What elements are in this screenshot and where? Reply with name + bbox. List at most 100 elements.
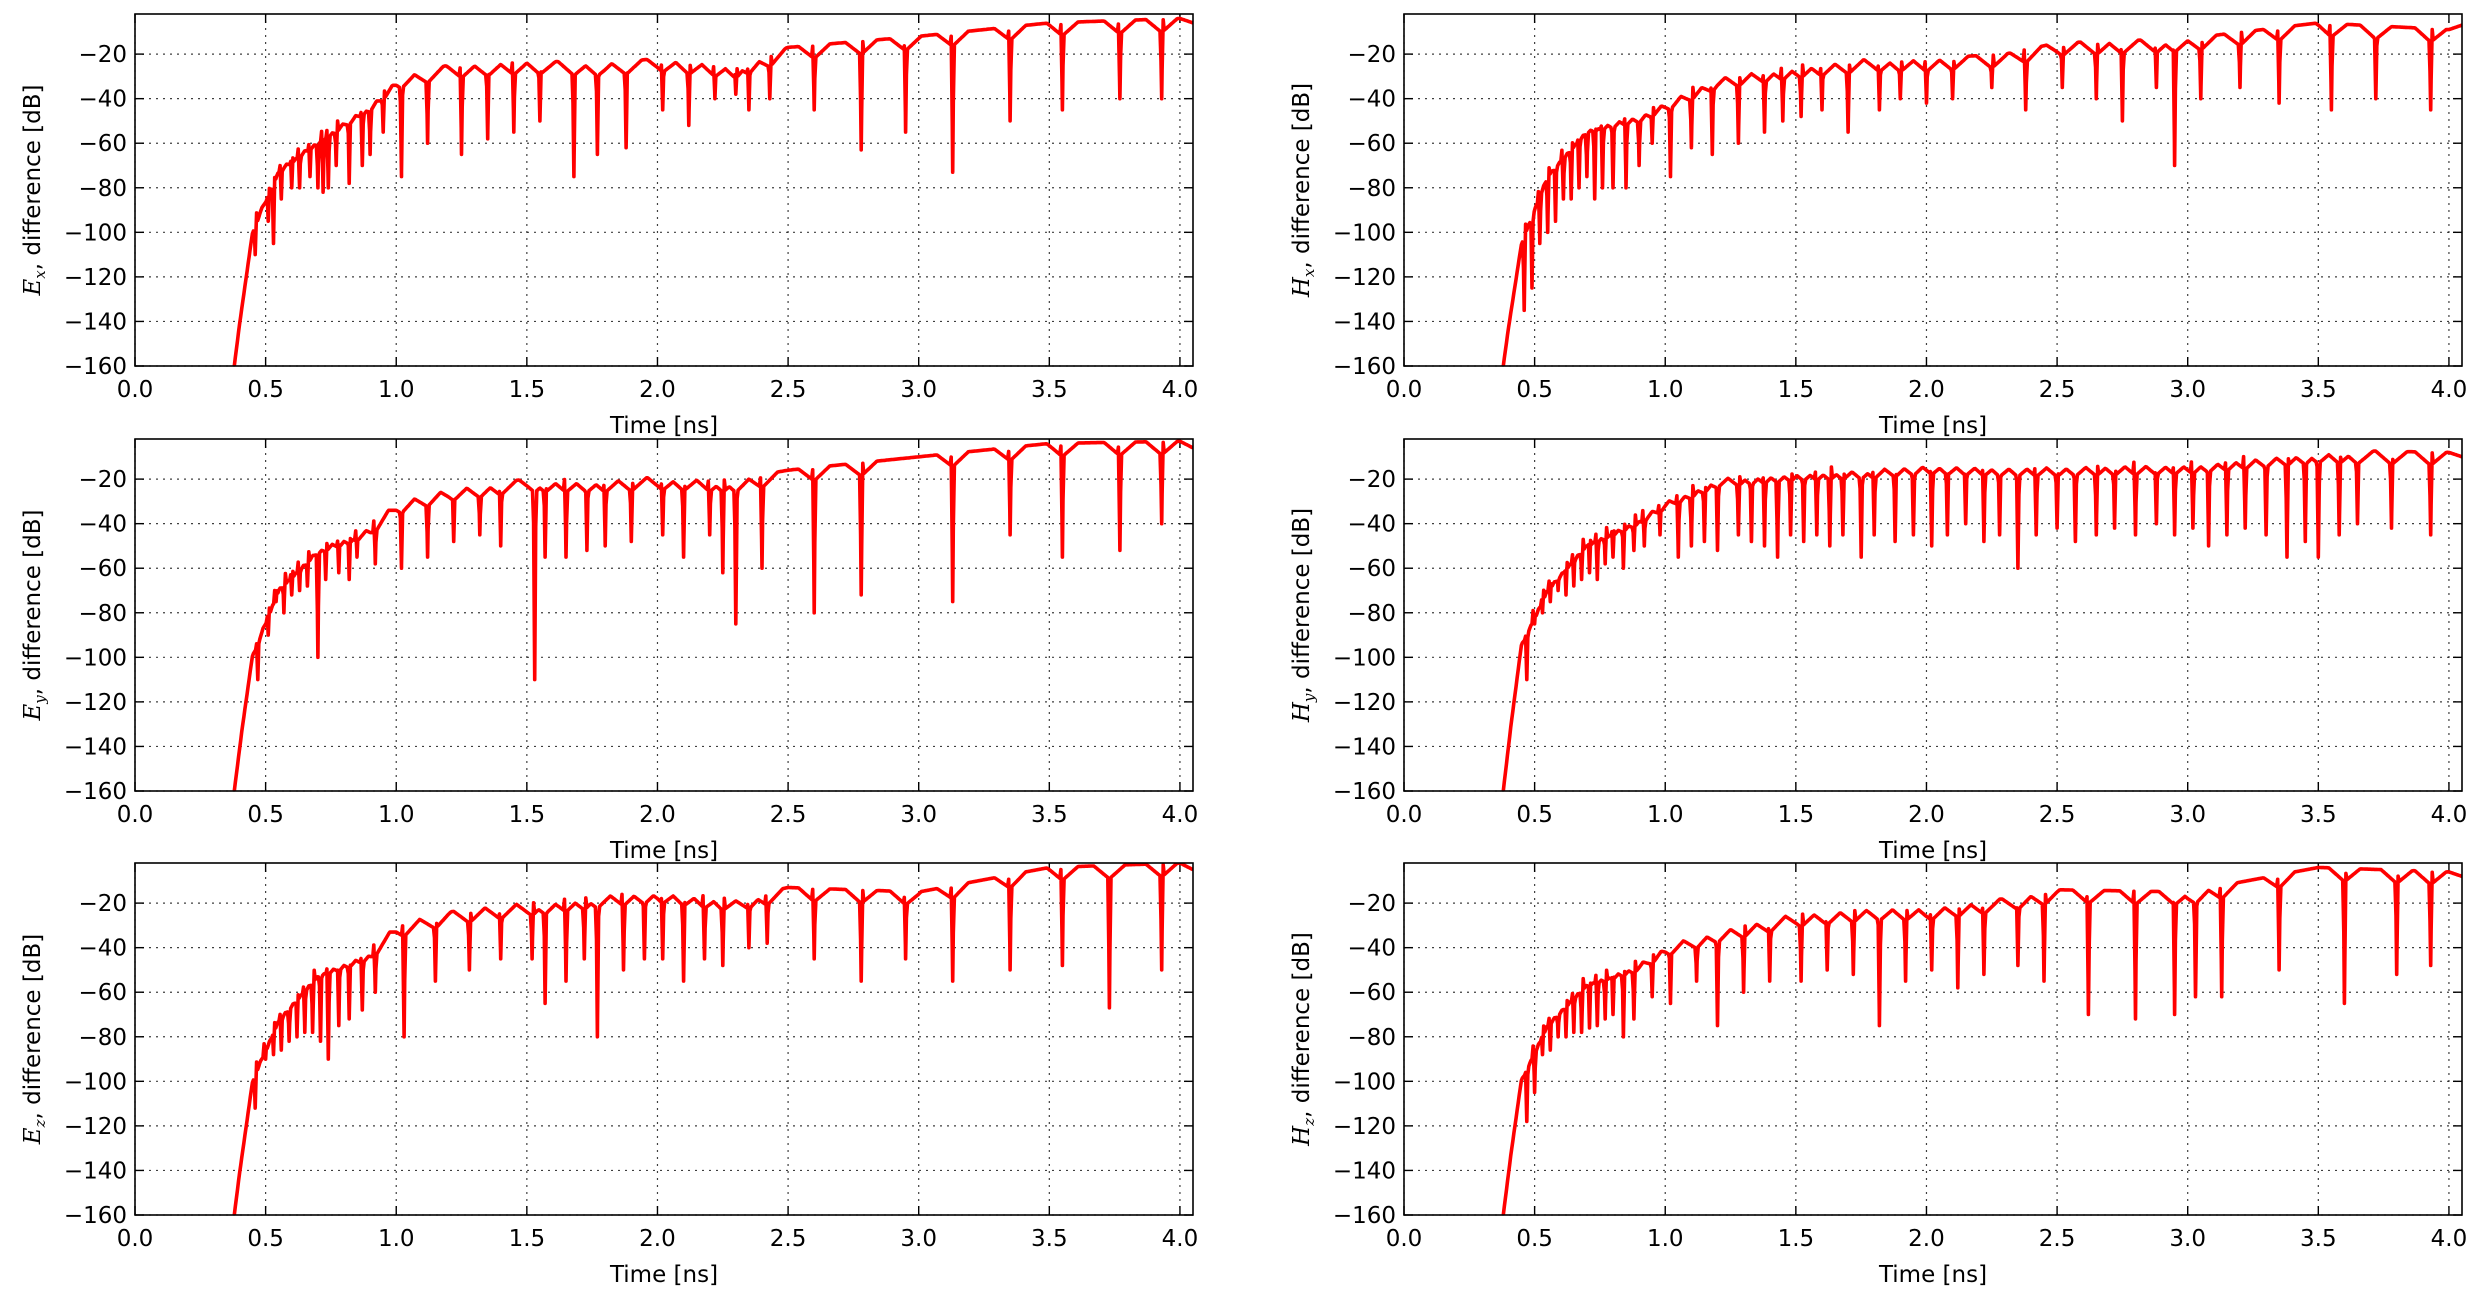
y-tick-label: −20 bbox=[78, 467, 127, 493]
y-tick-label: −100 bbox=[1333, 220, 1396, 246]
x-tick-label: 0.0 bbox=[1386, 802, 1423, 828]
plot-frame bbox=[1403, 438, 2463, 792]
y-tick-label: −160 bbox=[64, 354, 127, 380]
y-tick-label: −80 bbox=[1347, 1025, 1396, 1051]
series-line-Hx bbox=[1501, 21, 2462, 366]
series-line-Ey bbox=[232, 439, 1193, 791]
y-tick-label: −140 bbox=[1333, 1158, 1396, 1184]
y-tick-label: −100 bbox=[64, 645, 127, 671]
plot-frame bbox=[134, 862, 1194, 1216]
y-tick-label: −80 bbox=[1347, 176, 1396, 202]
x-tick-label: 0.0 bbox=[1386, 377, 1423, 403]
x-tick-label: 3.0 bbox=[900, 377, 937, 403]
subplot-Ez: 0.0 0.5 1.0 1.5 2.0 2.5 3.0 3.5 4.0 −20 −40 −60 −80 −… bbox=[20, 862, 1198, 1288]
x-tick-label: 2.5 bbox=[2039, 377, 2076, 403]
series-line-Ex bbox=[232, 16, 1193, 366]
plot-frame bbox=[134, 438, 1194, 792]
x-tick-label: 3.0 bbox=[2169, 1226, 2206, 1252]
y-tick-label: −140 bbox=[64, 1158, 127, 1184]
x-tick-label: 0.5 bbox=[247, 1226, 284, 1252]
y-tick-label: −120 bbox=[64, 690, 127, 716]
y-tick-label: −40 bbox=[78, 87, 127, 113]
x-tick-label: 3.5 bbox=[2300, 802, 2337, 828]
x-tick-label: 0.5 bbox=[1516, 377, 1553, 403]
x-tick-label: 1.0 bbox=[378, 802, 415, 828]
x-tick-label: 1.0 bbox=[378, 1226, 415, 1252]
y-tick-label: −40 bbox=[78, 512, 127, 538]
y-axis-label: Hz, difference [dB] bbox=[1289, 932, 1318, 1147]
x-tick-label: 2.0 bbox=[639, 802, 676, 828]
x-tick-label: 0.5 bbox=[247, 377, 284, 403]
y-tick-label: −20 bbox=[1347, 891, 1396, 917]
y-tick-label: −120 bbox=[64, 265, 127, 291]
x-tick-label: 2.0 bbox=[1908, 1226, 1945, 1252]
x-axis-label: Time [ns] bbox=[1878, 413, 1987, 439]
y-axis-label: Hx, difference [dB] bbox=[1289, 83, 1318, 298]
x-tick-label: 0.5 bbox=[1516, 1226, 1553, 1252]
x-tick-label: 1.0 bbox=[1647, 802, 1684, 828]
y-tick-label: −40 bbox=[1347, 936, 1396, 962]
x-tick-label: 4.0 bbox=[2431, 1226, 2468, 1252]
y-tick-label: −80 bbox=[78, 601, 127, 627]
x-tick-label: 3.5 bbox=[2300, 1226, 2337, 1252]
y-tick-label: −60 bbox=[1347, 980, 1396, 1006]
y-tick-label: −160 bbox=[64, 779, 127, 805]
x-tick-label: 0.0 bbox=[1386, 1226, 1423, 1252]
series-line-Hy bbox=[1501, 449, 2462, 791]
y-tick-label: −80 bbox=[78, 176, 127, 202]
y-tick-label: −120 bbox=[1333, 690, 1396, 716]
x-axis-label: Time [ns] bbox=[609, 1262, 718, 1288]
y-tick-label: −60 bbox=[78, 980, 127, 1006]
x-tick-label: 3.5 bbox=[2300, 377, 2337, 403]
x-tick-label: 0.5 bbox=[1516, 802, 1553, 828]
series-line-Hz bbox=[1501, 865, 2462, 1215]
y-tick-label: −40 bbox=[1347, 87, 1396, 113]
plot-frame bbox=[1403, 862, 2463, 1216]
x-tick-label: 1.0 bbox=[1647, 377, 1684, 403]
series-line-Ez bbox=[232, 863, 1193, 1215]
x-tick-label: 2.5 bbox=[2039, 802, 2076, 828]
y-tick-label: −60 bbox=[1347, 131, 1396, 157]
x-tick-label: 0.0 bbox=[117, 377, 154, 403]
y-tick-label: −20 bbox=[1347, 42, 1396, 68]
x-axis-label: Time [ns] bbox=[609, 838, 718, 864]
x-axis-label: Time [ns] bbox=[609, 413, 718, 439]
y-tick-label: −60 bbox=[1347, 556, 1396, 582]
x-tick-label: 1.5 bbox=[1778, 377, 1815, 403]
x-tick-label: 2.0 bbox=[639, 1226, 676, 1252]
x-tick-label: 1.5 bbox=[509, 1226, 546, 1252]
subplot-Hz: 0.0 0.5 1.0 1.5 2.0 2.5 3.0 3.5 4.0 −20 −40 −60 −80 −… bbox=[1289, 862, 2468, 1288]
x-tick-label: 2.0 bbox=[639, 377, 676, 403]
y-axis-label: Ez, difference [dB] bbox=[20, 934, 49, 1145]
x-tick-label: 2.5 bbox=[770, 1226, 807, 1252]
y-tick-label: −160 bbox=[1333, 354, 1396, 380]
y-tick-label: −100 bbox=[64, 1069, 127, 1095]
x-tick-label: 3.0 bbox=[2169, 377, 2206, 403]
y-tick-label: −40 bbox=[78, 936, 127, 962]
x-tick-label: 2.5 bbox=[770, 377, 807, 403]
x-axis-label: Time [ns] bbox=[1878, 1262, 1987, 1288]
x-tick-label: 4.0 bbox=[2431, 802, 2468, 828]
x-tick-label: 1.0 bbox=[1647, 1226, 1684, 1252]
y-tick-label: −140 bbox=[64, 734, 127, 760]
y-tick-label: −140 bbox=[1333, 734, 1396, 760]
x-tick-label: 0.0 bbox=[117, 802, 154, 828]
y-axis-label: Hy, difference [dB] bbox=[1289, 508, 1318, 723]
plot-frame bbox=[134, 13, 1194, 367]
y-tick-label: −160 bbox=[1333, 779, 1396, 805]
y-axis-label: Ex, difference [dB] bbox=[20, 85, 49, 297]
y-tick-label: −140 bbox=[1333, 309, 1396, 335]
x-tick-label: 3.5 bbox=[1031, 1226, 1068, 1252]
subplot-Ey: 0.0 0.5 1.0 1.5 2.0 2.5 3.0 3.5 4.0 −20 −40 −60 −80 −… bbox=[20, 438, 1199, 864]
subplot-Hy: 0.0 0.5 1.0 1.5 2.0 2.5 3.0 3.5 4.0 −20 −40 −60 −80 −… bbox=[1289, 438, 2468, 864]
x-tick-label: 1.5 bbox=[509, 802, 546, 828]
x-tick-label: 1.5 bbox=[1778, 802, 1815, 828]
x-tick-label: 1.5 bbox=[509, 377, 546, 403]
x-tick-label: 1.0 bbox=[378, 377, 415, 403]
x-tick-label: 4.0 bbox=[1162, 802, 1199, 828]
y-tick-label: −120 bbox=[64, 1114, 127, 1140]
y-tick-label: −160 bbox=[64, 1203, 127, 1229]
x-tick-label: 3.5 bbox=[1031, 377, 1068, 403]
y-tick-label: −100 bbox=[64, 220, 127, 246]
